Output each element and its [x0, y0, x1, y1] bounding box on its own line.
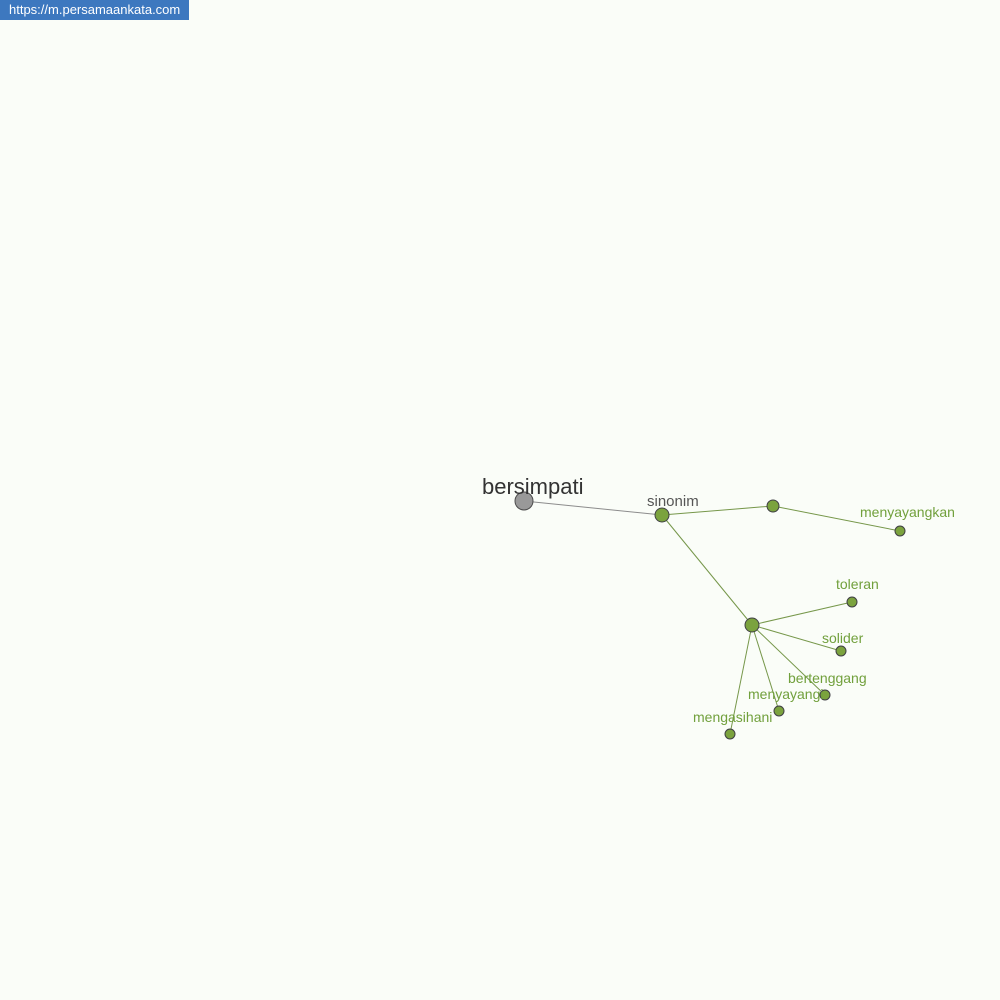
- svg-text:bersimpati: bersimpati: [482, 474, 583, 499]
- svg-text:sinonim: sinonim: [647, 493, 699, 510]
- svg-text:mengasihani: mengasihani: [693, 709, 772, 725]
- svg-text:solider: solider: [822, 630, 864, 646]
- svg-text:menyayangi: menyayangi: [748, 686, 824, 702]
- svg-text:toleran: toleran: [836, 576, 879, 592]
- svg-text:menyayangkan: menyayangkan: [860, 504, 955, 520]
- svg-text:bertenggang: bertenggang: [788, 670, 867, 686]
